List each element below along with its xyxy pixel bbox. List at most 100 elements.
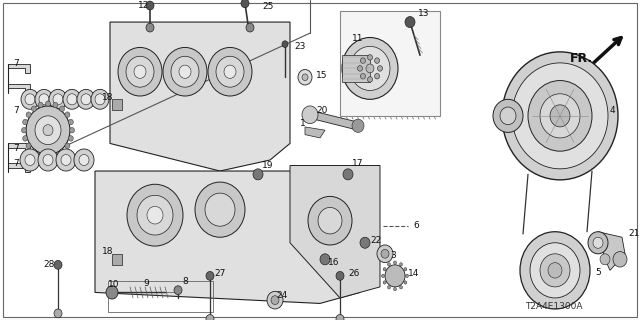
Circle shape: [405, 17, 415, 28]
Circle shape: [53, 153, 58, 158]
Circle shape: [137, 195, 173, 235]
Circle shape: [383, 281, 386, 284]
Circle shape: [557, 235, 563, 241]
Text: 1: 1: [300, 119, 306, 128]
Circle shape: [21, 89, 39, 109]
Circle shape: [511, 135, 519, 144]
Polygon shape: [8, 64, 30, 73]
Text: 4: 4: [610, 106, 616, 115]
Circle shape: [171, 56, 199, 87]
Circle shape: [606, 111, 614, 120]
Circle shape: [20, 149, 40, 171]
Circle shape: [81, 94, 91, 105]
Circle shape: [387, 263, 390, 266]
Circle shape: [601, 87, 609, 96]
Circle shape: [206, 315, 214, 320]
Bar: [108, 281, 213, 312]
Circle shape: [556, 167, 564, 175]
Circle shape: [404, 281, 407, 284]
Circle shape: [493, 99, 523, 132]
Text: 12: 12: [138, 1, 149, 10]
Circle shape: [358, 66, 362, 71]
Circle shape: [385, 265, 405, 287]
Circle shape: [39, 94, 49, 105]
Text: 23: 23: [294, 42, 305, 51]
Circle shape: [595, 146, 603, 155]
Circle shape: [580, 256, 586, 262]
Circle shape: [502, 52, 618, 180]
Text: 22: 22: [370, 236, 381, 245]
Circle shape: [95, 94, 105, 105]
Text: 13: 13: [418, 9, 429, 18]
Circle shape: [383, 268, 386, 271]
Text: 3: 3: [390, 252, 396, 260]
Circle shape: [68, 136, 74, 141]
Circle shape: [517, 146, 525, 155]
Circle shape: [253, 169, 263, 180]
Circle shape: [147, 206, 163, 224]
Circle shape: [343, 169, 353, 180]
Circle shape: [53, 102, 58, 108]
Circle shape: [567, 238, 573, 245]
Circle shape: [65, 143, 70, 148]
Circle shape: [587, 68, 595, 77]
Circle shape: [537, 296, 543, 302]
Circle shape: [298, 69, 312, 85]
Circle shape: [512, 63, 608, 169]
Text: 7: 7: [13, 60, 19, 68]
Circle shape: [282, 41, 288, 47]
Circle shape: [68, 119, 74, 125]
Circle shape: [45, 101, 51, 107]
Circle shape: [587, 155, 595, 164]
Circle shape: [54, 309, 62, 318]
Circle shape: [588, 232, 608, 254]
Circle shape: [366, 64, 374, 73]
Circle shape: [241, 0, 249, 8]
Text: 26: 26: [348, 269, 360, 278]
Circle shape: [246, 23, 254, 32]
Circle shape: [522, 267, 528, 274]
Circle shape: [567, 165, 575, 174]
Circle shape: [595, 77, 603, 86]
Circle shape: [146, 1, 154, 10]
Text: T2A4E1300A: T2A4E1300A: [525, 302, 582, 311]
Text: 21: 21: [628, 229, 639, 238]
Circle shape: [302, 74, 308, 81]
Circle shape: [53, 94, 63, 105]
Circle shape: [336, 315, 344, 320]
Text: 5: 5: [595, 268, 601, 277]
Circle shape: [195, 182, 245, 237]
Circle shape: [360, 74, 365, 79]
Circle shape: [22, 127, 26, 133]
Text: 6: 6: [413, 220, 419, 230]
Circle shape: [35, 89, 53, 109]
Circle shape: [350, 46, 390, 91]
Circle shape: [381, 249, 389, 258]
Circle shape: [508, 124, 515, 132]
Text: FR.: FR.: [570, 52, 593, 65]
Circle shape: [320, 254, 330, 265]
Circle shape: [578, 62, 586, 71]
Text: 24: 24: [276, 291, 287, 300]
Circle shape: [580, 278, 586, 285]
Circle shape: [79, 155, 89, 165]
Circle shape: [394, 261, 397, 264]
Circle shape: [582, 267, 588, 274]
Circle shape: [367, 55, 372, 60]
Circle shape: [38, 153, 43, 158]
Circle shape: [67, 94, 77, 105]
Circle shape: [529, 246, 535, 252]
Circle shape: [208, 47, 252, 96]
Text: 14: 14: [408, 269, 419, 278]
Circle shape: [31, 149, 36, 154]
Circle shape: [118, 47, 162, 96]
Circle shape: [205, 193, 235, 226]
Circle shape: [534, 161, 542, 170]
Circle shape: [378, 66, 383, 71]
Circle shape: [540, 254, 570, 287]
Circle shape: [360, 58, 365, 63]
Circle shape: [528, 81, 592, 151]
Text: 25: 25: [262, 2, 273, 11]
Polygon shape: [95, 171, 360, 303]
Circle shape: [43, 125, 53, 136]
